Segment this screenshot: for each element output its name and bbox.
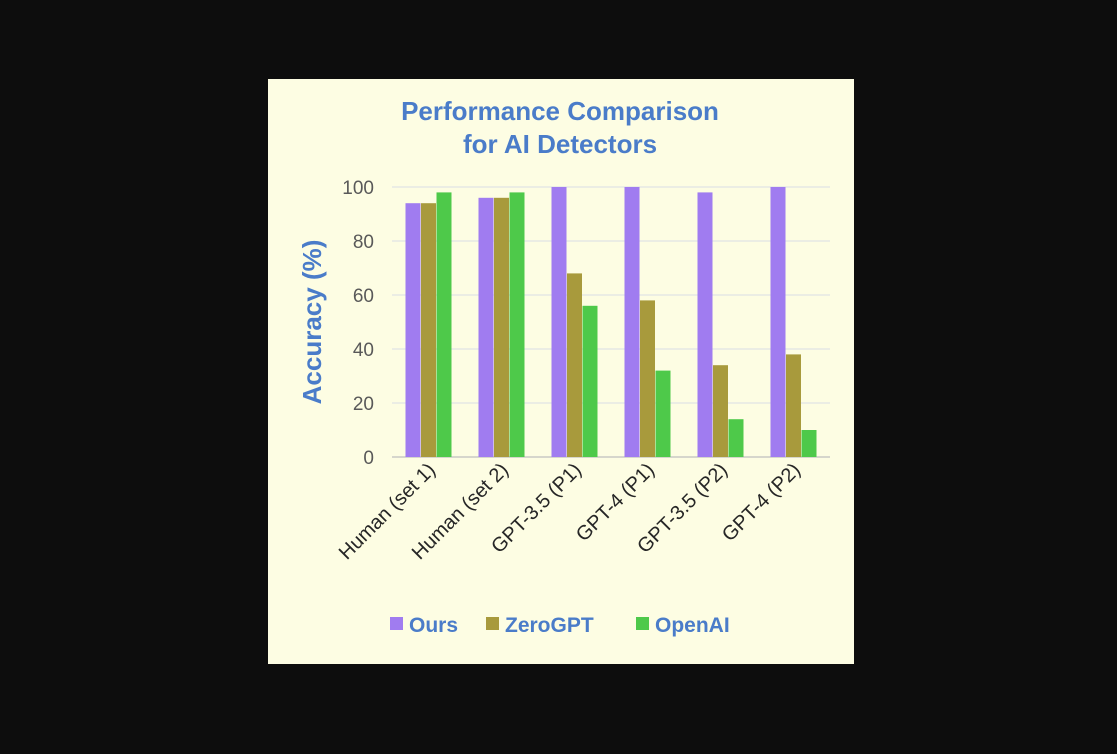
legend-label-zerogpt: ZeroGPT	[505, 614, 594, 637]
y-tick-label: 80	[353, 232, 374, 253]
legend: Ours ZeroGPT OpenAI	[390, 614, 730, 637]
bars	[405, 187, 817, 458]
bar-openai-3	[582, 305, 598, 457]
bar-zerogpt-2	[494, 197, 509, 458]
y-tick-label: 60	[353, 286, 374, 307]
legend-label-ours: Ours	[409, 614, 458, 637]
y-tick-label: 100	[342, 178, 374, 199]
x-tick-label: GPT-4 (P2)	[718, 459, 805, 546]
bar-openai-2	[509, 192, 525, 457]
gridlines	[392, 186, 830, 458]
bar-ours-5	[697, 192, 713, 457]
bar-openai-5	[728, 419, 744, 457]
legend-swatch-openai	[636, 617, 649, 630]
y-tick-label: 0	[363, 448, 374, 469]
x-tick-labels: Human (set 1)Human (set 2)GPT-3.5 (P1)GP…	[335, 459, 805, 564]
y-axis-label: Accuracy (%)	[297, 240, 327, 405]
bar-zerogpt-5	[713, 365, 728, 457]
bar-openai-1	[436, 192, 452, 457]
bar-openai-4	[655, 370, 671, 457]
legend-swatch-zerogpt	[486, 617, 499, 630]
y-tick-label: 40	[353, 340, 374, 361]
bar-openai-6	[801, 430, 817, 457]
bar-ours-6	[770, 187, 786, 457]
y-tick-label: 20	[353, 394, 374, 415]
bar-chart: Performance Comparison for AI Detectors …	[297, 96, 830, 637]
chart-title-line-1: Performance Comparison	[401, 96, 719, 126]
legend-label-openai: OpenAI	[655, 614, 730, 637]
bar-zerogpt-4	[640, 300, 655, 457]
bar-ours-4	[624, 187, 640, 457]
chart-panel: Performance Comparison for AI Detectors …	[268, 79, 854, 664]
legend-swatch-ours	[390, 617, 403, 630]
bar-zerogpt-1	[421, 203, 436, 457]
bar-zerogpt-6	[786, 354, 801, 457]
bar-ours-2	[478, 197, 494, 458]
y-tick-labels: 0 20 40 60 80 100	[342, 178, 374, 469]
bar-ours-3	[551, 187, 567, 457]
bar-ours-1	[405, 203, 421, 457]
bar-zerogpt-3	[567, 273, 582, 457]
chart-title-line-2: for AI Detectors	[463, 129, 657, 159]
